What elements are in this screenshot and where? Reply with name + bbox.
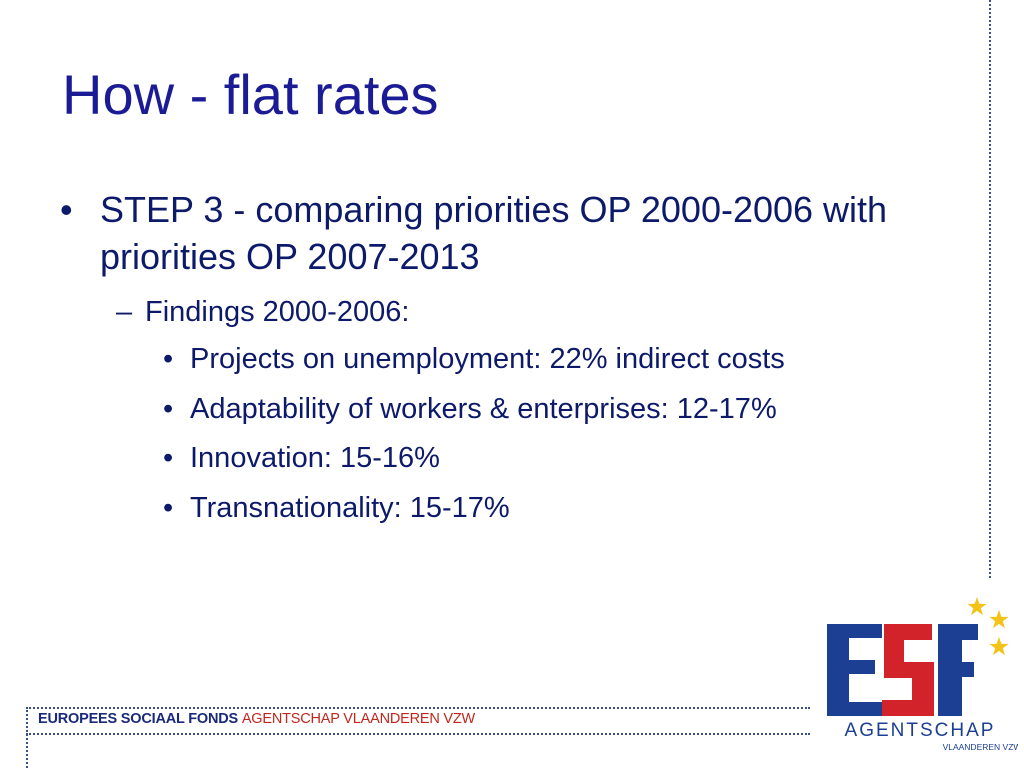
logo-line2: VLAANDEREN VZW [943,742,1018,752]
slide-title: How - flat rates [62,63,439,126]
star-icon [989,637,1009,656]
footer-agency-name: AGENTSCHAP VLAANDEREN VZW [241,711,476,727]
list-item-text: Projects on unemployment: 22% indirect c… [190,343,785,375]
bullet-marker: • [163,393,174,425]
bullet-marker: • [163,442,174,474]
main-bullet-text: STEP 3 - comparing priorities OP 2000-20… [100,189,888,277]
star-icon [967,597,987,616]
bullet-marker: • [163,343,174,375]
footer-top-dotted-line [26,707,810,709]
footer-left-dotted-line [26,707,28,768]
letter-f-mark [938,624,978,716]
bullet-marker: • [60,189,73,230]
list-item-text: Adaptability of workers & enterprises: 1… [190,393,777,425]
footer-label: EUROPEES SOCIAAL FONDS AGENTSCHAP VLAAND… [38,711,475,727]
star-icon [989,610,1009,629]
esf-logo: AGENTSCHAP VLAANDEREN VZW [827,597,1018,752]
letter-s-mark [882,624,934,716]
list-item-text: Transnationality: 15-17% [190,492,510,524]
logo-line1: AGENTSCHAP [845,720,996,741]
sub-bullet-text: Findings 2000-2006: [145,296,410,328]
dash-marker: – [116,296,133,328]
footer-bottom-dotted-line [26,733,810,735]
bullet-marker: • [163,492,174,524]
letter-e-mark [827,624,882,716]
right-dotted-border [989,0,991,578]
footer-fund-name: EUROPEES SOCIAAL FONDS [38,711,242,727]
list-item-text: Innovation: 15-16% [190,442,440,474]
